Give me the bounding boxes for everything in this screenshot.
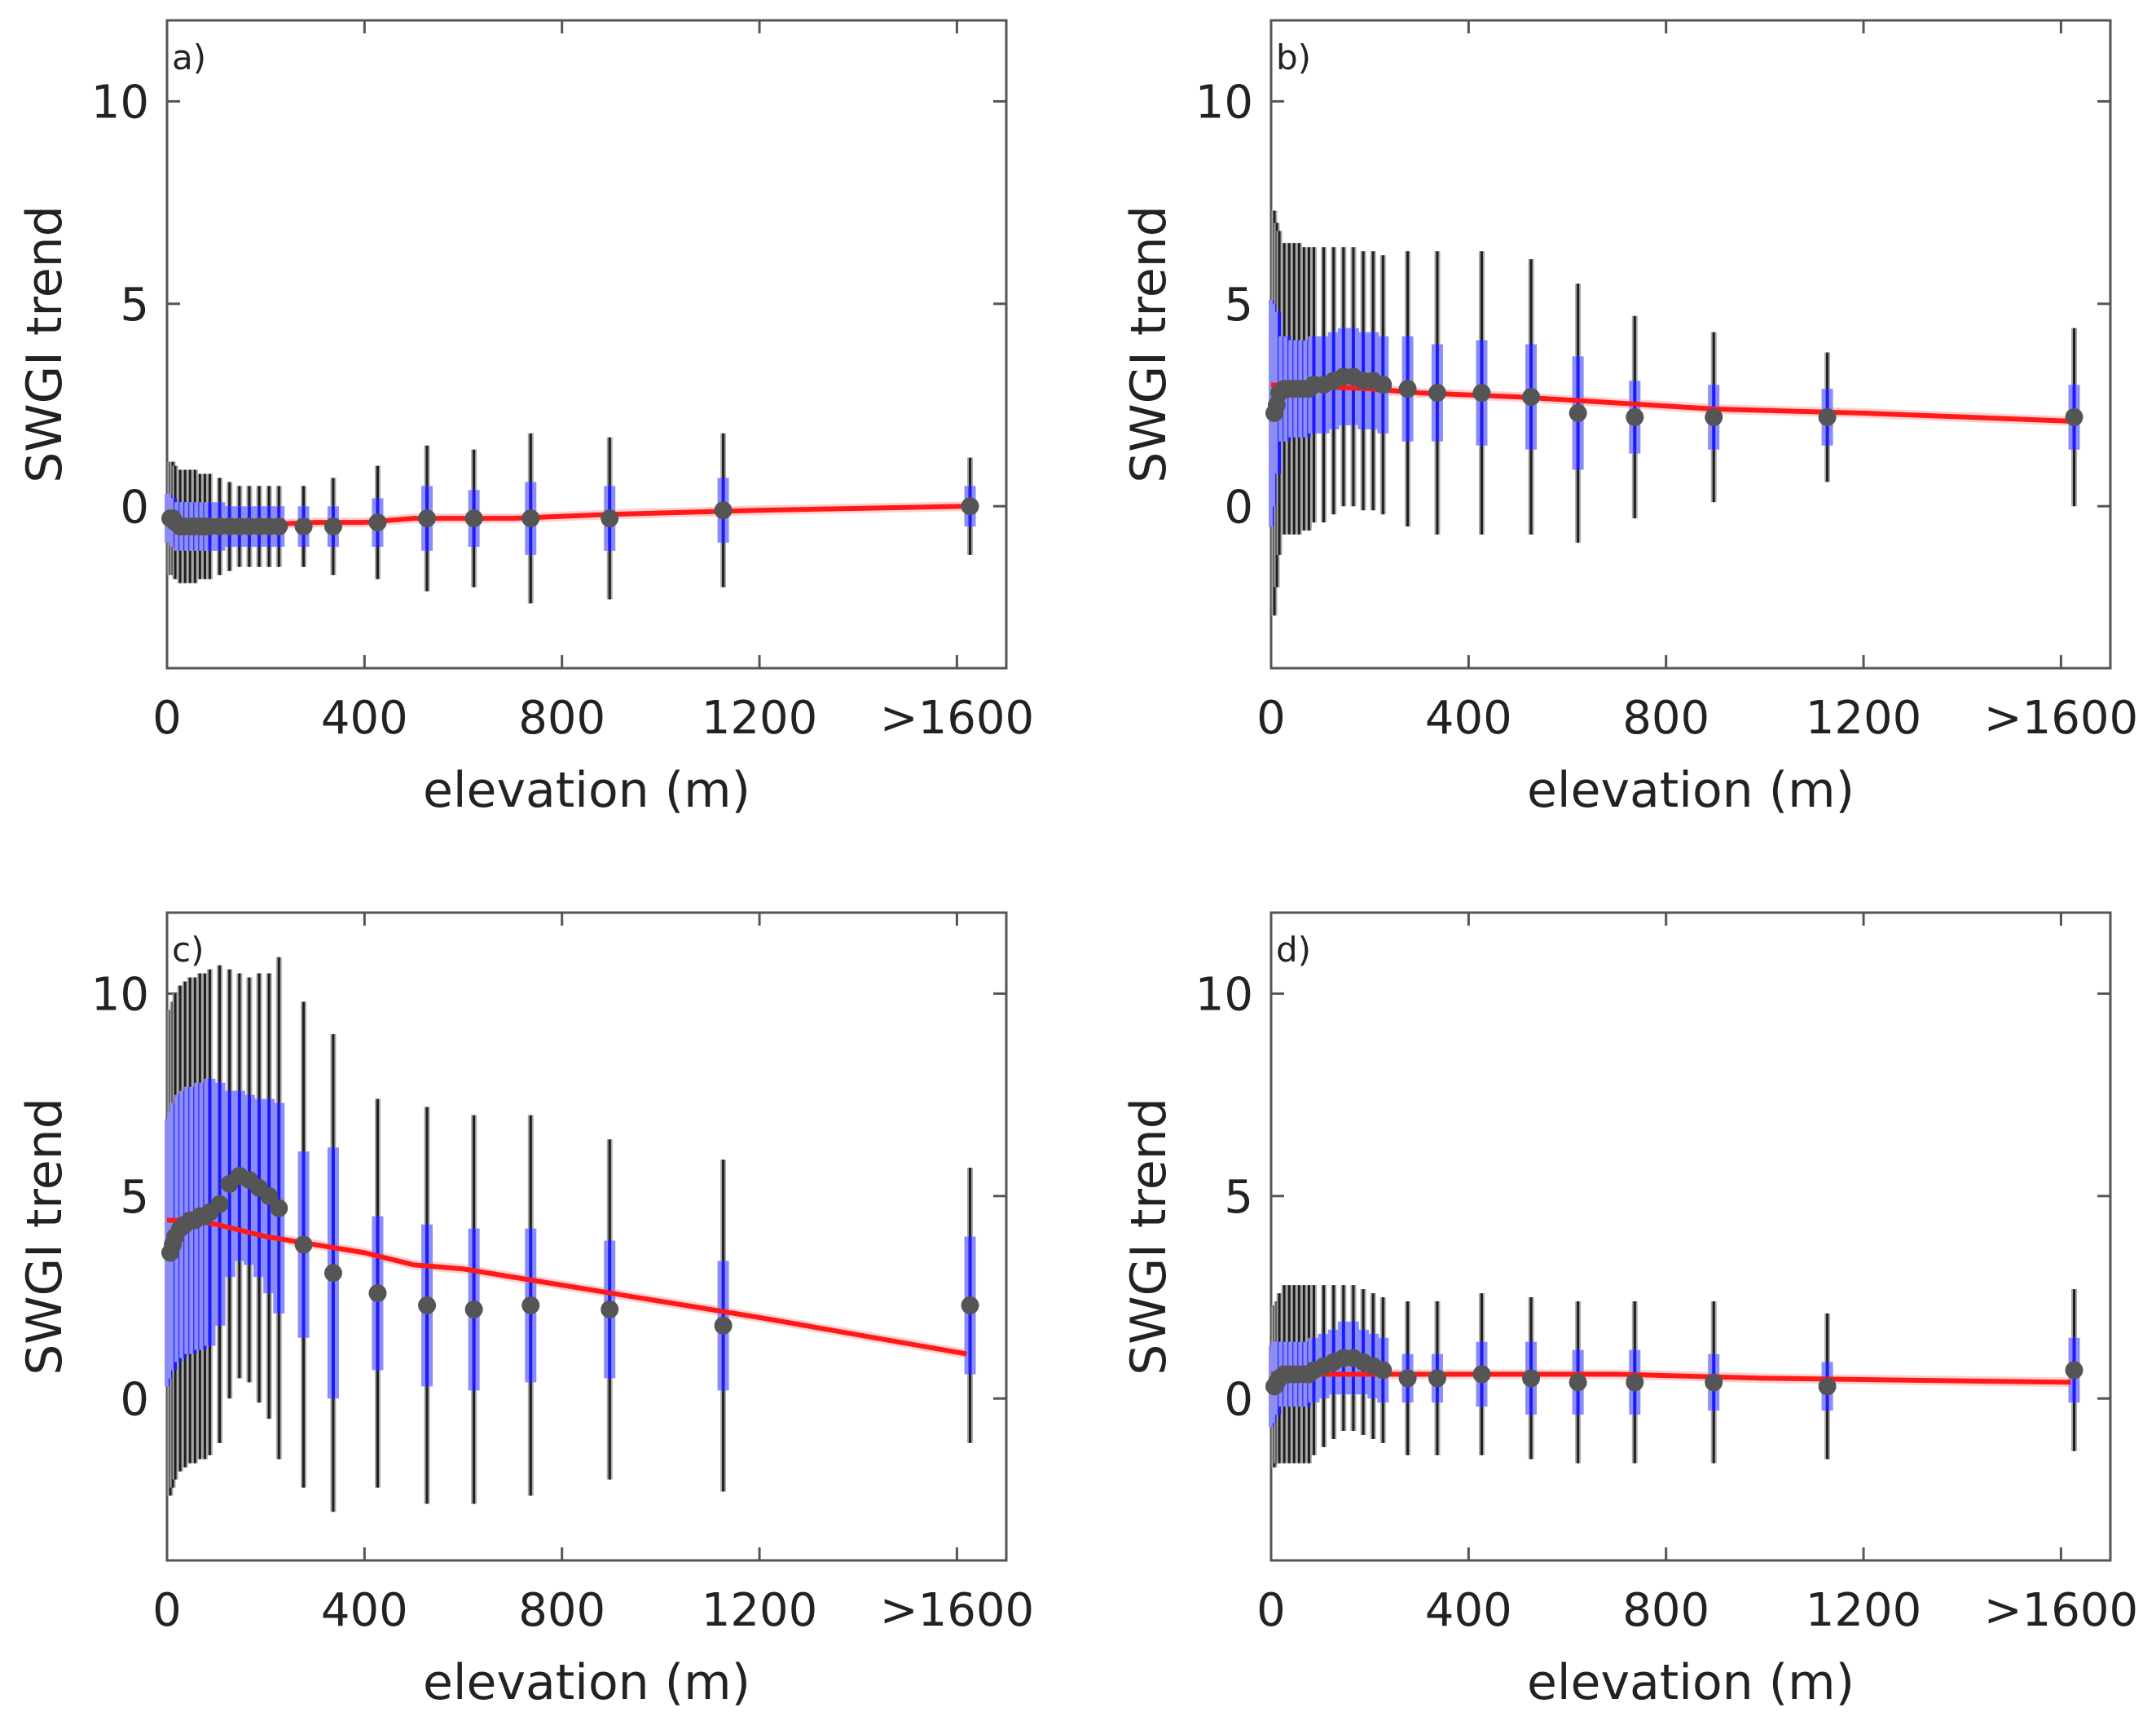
data-point (714, 501, 733, 520)
data-point (1374, 1361, 1393, 1380)
data-point (521, 509, 540, 528)
data-point (1522, 388, 1541, 407)
x-tick-label: 1200 (1806, 692, 1922, 745)
x-tick-label: 0 (1256, 692, 1286, 745)
data-point (210, 1195, 229, 1213)
panel-label: c) (172, 930, 204, 970)
data-point (1428, 384, 1446, 403)
x-tick-label: >1600 (880, 692, 1034, 745)
plot-area-frame (165, 19, 1008, 670)
data-point (260, 1186, 279, 1205)
x-axis-label: elevation (m) (423, 1654, 750, 1711)
data-point (1705, 1373, 1723, 1392)
data-point (368, 513, 387, 532)
x-tick-label: 400 (1425, 692, 1512, 745)
y-tick-label: 5 (120, 1171, 149, 1224)
panel-label: b) (1276, 37, 1311, 77)
data-point (270, 517, 288, 536)
chart-panel-2: 0 5 10 0 400 800 1200 >1600 elevation (m) SWGI tr… (1120, 19, 2138, 819)
y-tick-label: 10 (1195, 968, 1253, 1021)
x-tick-label: 800 (518, 1584, 605, 1637)
data-point (601, 509, 619, 528)
data-point (464, 509, 483, 528)
data-point (464, 1300, 483, 1318)
data-point (368, 1284, 387, 1303)
x-tick-label: >1600 (880, 1584, 1034, 1637)
data-point (1818, 407, 1837, 426)
y-axis-label: SWGI trend (1120, 1098, 1177, 1375)
data-point (418, 1296, 437, 1314)
chart-panel-4: 0 5 10 0 400 800 1200 >1600 elevation (m) SWGI tr… (1120, 911, 2138, 1711)
y-tick-label: 10 (91, 968, 149, 1021)
x-tick-label: 0 (152, 692, 182, 745)
y-axis-label: SWGI trend (16, 205, 73, 483)
trend-line (167, 1217, 968, 1357)
y-tick-label: 0 (120, 481, 149, 534)
data-point (270, 1199, 288, 1217)
data-point (2065, 407, 2083, 426)
data-point (521, 1296, 540, 1314)
data-point (323, 1264, 342, 1283)
y-axis-label: SWGI trend (16, 1098, 73, 1375)
trend-line (1271, 1371, 2071, 1385)
data-point (294, 1235, 313, 1254)
y-axis-label: SWGI trend (1120, 205, 1177, 483)
x-axis-label: elevation (m) (423, 762, 750, 819)
data-point (1626, 407, 1644, 426)
x-tick-label: 400 (321, 692, 408, 745)
plot-area-frame (1269, 911, 2112, 1562)
data-point (1626, 1373, 1644, 1392)
y-tick-label: 0 (1224, 1373, 1253, 1426)
y-tick-label: 10 (91, 76, 149, 129)
data-point (1472, 1365, 1491, 1384)
panel-label: d) (1276, 930, 1311, 970)
data-point (961, 497, 979, 516)
chart-panel-1: 0 5 10 0 400 800 1200 >1600 elevation (m) SWGI tr… (16, 19, 1034, 819)
x-tick-label: 1200 (1806, 1584, 1922, 1637)
y-tick-label: 5 (120, 279, 149, 332)
x-tick-label: 400 (321, 1584, 408, 1637)
data-point (323, 517, 342, 536)
y-tick-label: 0 (1224, 481, 1253, 534)
data-point (294, 517, 313, 536)
x-tick-label: 1200 (702, 692, 818, 745)
y-tick-label: 0 (120, 1373, 149, 1426)
data-point (1472, 384, 1491, 403)
x-tick-label: 0 (152, 1584, 182, 1637)
data-point (418, 509, 437, 528)
data-point (1398, 380, 1417, 398)
data-point (601, 1300, 619, 1318)
panel-label: a) (172, 37, 206, 77)
chart-panel-3: 0 5 10 0 400 800 1200 >1600 elevation (m) SWGI tr… (16, 911, 1034, 1711)
plot-area-frame (1269, 19, 2112, 670)
x-tick-label: 800 (518, 692, 605, 745)
data-point (714, 1316, 733, 1335)
data-point (1398, 1369, 1417, 1388)
x-axis-label: elevation (m) (1527, 1654, 1855, 1711)
x-axis-label: elevation (m) (1527, 762, 1855, 819)
x-tick-label: 0 (1256, 1584, 1286, 1637)
x-tick-label: 800 (1622, 692, 1709, 745)
data-point (1522, 1369, 1541, 1388)
x-tick-label: >1600 (1984, 1584, 2138, 1637)
data-point (1569, 1373, 1587, 1392)
data-point (1428, 1369, 1446, 1388)
x-tick-label: 1200 (702, 1584, 818, 1637)
data-point (1374, 376, 1393, 394)
y-tick-label: 5 (1224, 279, 1253, 332)
x-tick-label: 400 (1425, 1584, 1512, 1637)
data-point (961, 1296, 979, 1314)
data-point (1569, 403, 1587, 422)
data-point (2065, 1361, 2083, 1380)
y-tick-label: 10 (1195, 76, 1253, 129)
x-tick-label: >1600 (1984, 692, 2138, 745)
data-point (1705, 407, 1723, 426)
data-point (1818, 1377, 1837, 1396)
x-tick-label: 800 (1622, 1584, 1709, 1637)
y-tick-label: 5 (1224, 1171, 1253, 1224)
